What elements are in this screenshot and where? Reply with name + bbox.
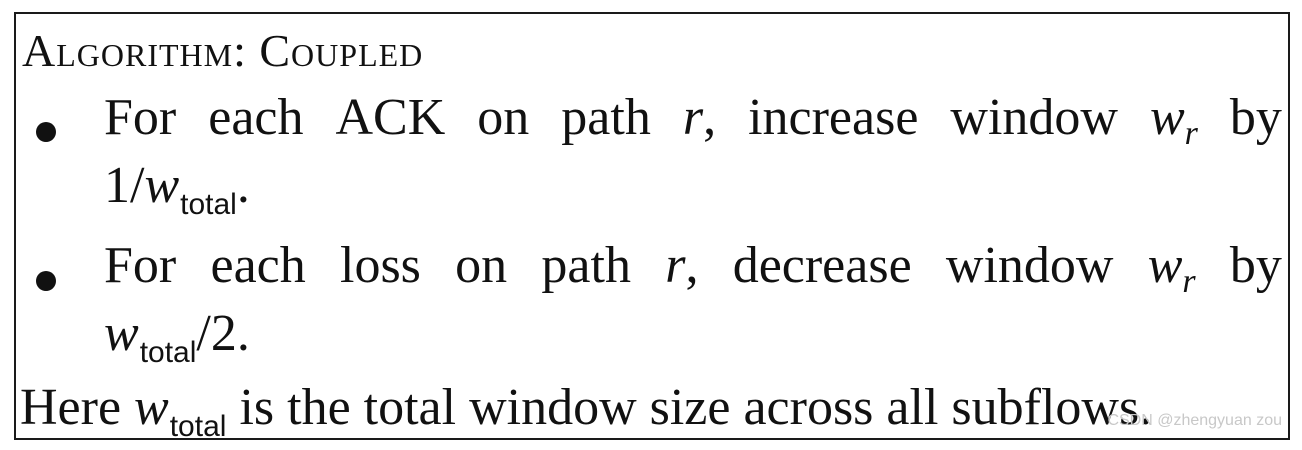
- total-variable: w: [144, 157, 180, 214]
- word: For: [104, 89, 177, 146]
- path-variable: r,: [682, 89, 717, 146]
- word: ACK: [335, 89, 446, 146]
- bullet-1-line-1: For each ACK on path r, increase window …: [104, 89, 1282, 152]
- note-prefix: Here: [20, 379, 122, 436]
- total-variable: wtotal: [134, 379, 227, 443]
- note-line: Here wtotal is the total window size acr…: [20, 379, 1153, 443]
- word: each: [210, 237, 306, 294]
- watermark: CSDN @zhengyuan zou: [1107, 412, 1282, 429]
- punctuation: .: [236, 157, 250, 214]
- word: path: [561, 89, 651, 146]
- bullet-1-line-2: 1/wtotal.: [104, 157, 250, 220]
- bullet-2-line-1: For each loss on path r, decrease window…: [104, 237, 1282, 300]
- word: by: [1229, 89, 1282, 146]
- word: by: [1229, 237, 1282, 294]
- bullet-point-2: [36, 271, 56, 291]
- window-variable: wr: [1147, 237, 1196, 300]
- total-variable: w: [104, 305, 139, 362]
- total-subscript: total: [139, 336, 197, 369]
- word: window: [950, 89, 1118, 146]
- word: loss: [340, 237, 421, 294]
- word: decrease: [732, 237, 912, 294]
- fraction-suffix: /2.: [196, 305, 250, 362]
- note-suffix: is the total window size across all subf…: [239, 379, 1153, 436]
- word: each: [208, 89, 304, 146]
- algorithm-title: Algorithm: Coupled: [22, 25, 424, 76]
- word: window: [945, 237, 1114, 294]
- window-variable: wr: [1149, 89, 1198, 152]
- bullet-point-1: [36, 122, 56, 142]
- word: increase: [748, 89, 919, 146]
- total-subscript: total: [180, 188, 237, 221]
- path-variable: r,: [665, 237, 699, 294]
- word: on: [477, 89, 530, 146]
- word: path: [541, 237, 631, 294]
- algorithm-box: Algorithm: Coupled For each ACK on path …: [14, 12, 1290, 443]
- bullet-2-line-2: wtotal/2.: [104, 305, 250, 368]
- word: on: [455, 237, 508, 294]
- fraction-prefix: 1/: [104, 157, 145, 214]
- word: For: [104, 237, 177, 294]
